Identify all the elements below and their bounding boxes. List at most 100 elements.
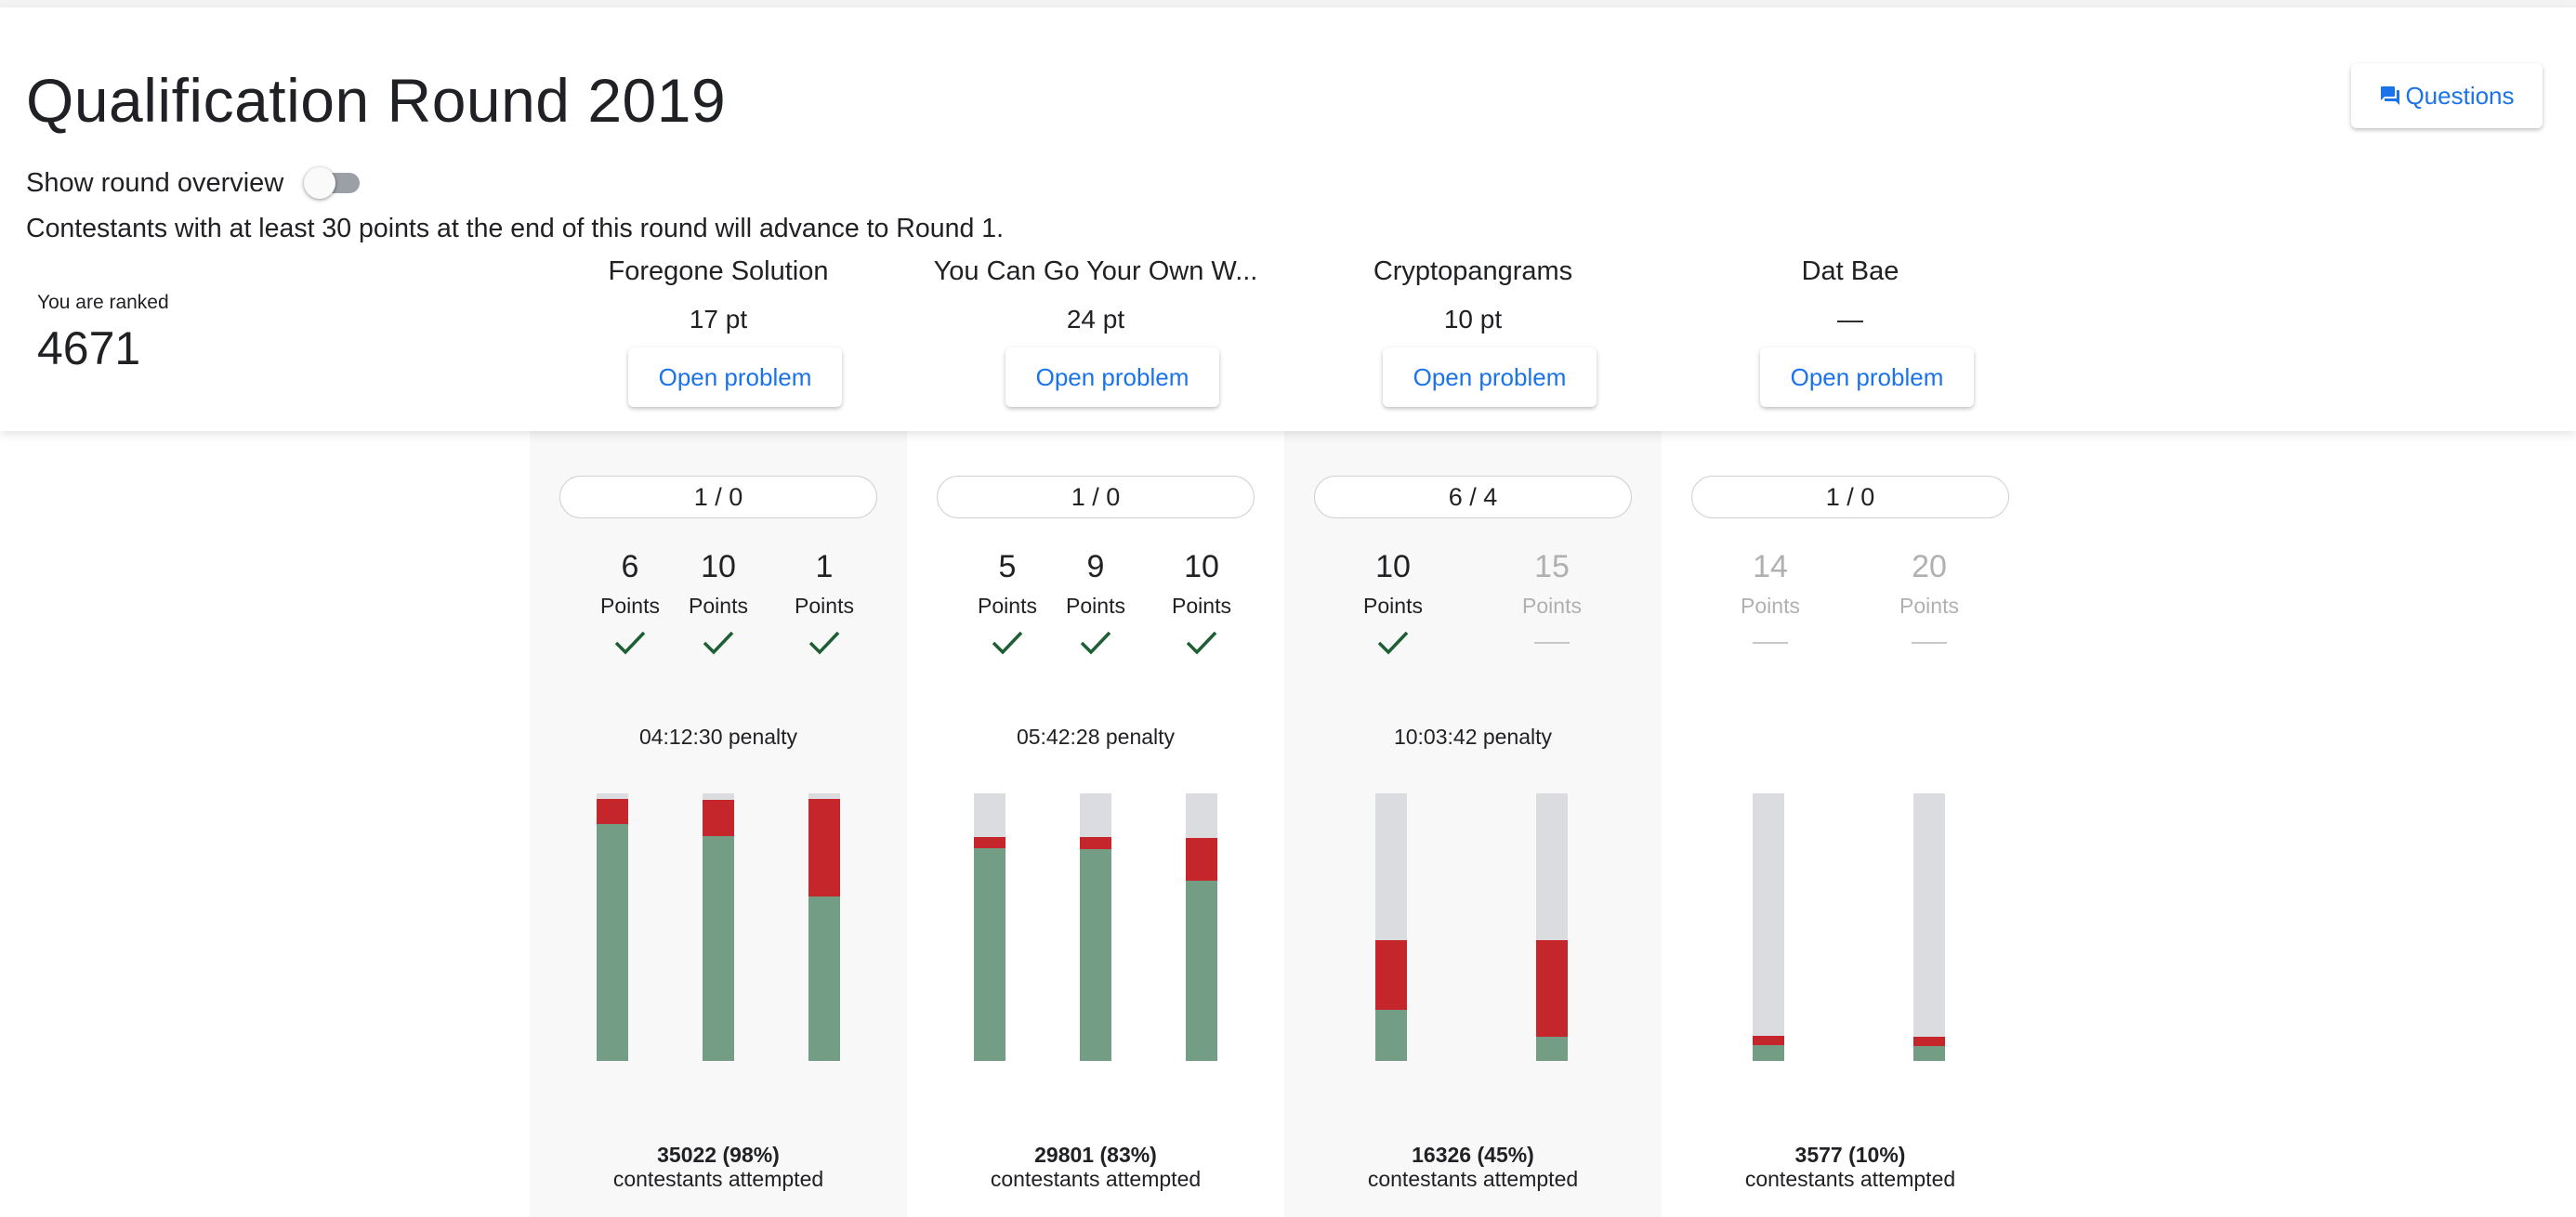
bar-wrong-segment: [597, 799, 628, 824]
attempt-bar: [1753, 793, 1784, 1061]
test-set: 15 Points: [1501, 546, 1603, 661]
test-points-label: Points: [1522, 594, 1582, 618]
attempted-text: contestants attempted: [612, 1167, 824, 1191]
dash-icon: [1753, 642, 1788, 644]
problem-score: 24 pt: [1066, 305, 1125, 334]
top-strip: [0, 0, 2576, 7]
open-problem-button[interactable]: Open problem: [1005, 347, 1219, 407]
problem-name: Cryptopangrams: [1373, 256, 1573, 286]
show-overview-label: Show round overview: [26, 167, 284, 198]
problem-header: Foregone Solution 17 pt Open problem: [546, 256, 890, 414]
test-points: 10: [1184, 549, 1219, 584]
bar-wrong-segment: [808, 799, 840, 896]
test-points: 9: [1086, 549, 1105, 584]
test-points: 5: [998, 549, 1017, 584]
check-icon: [614, 631, 646, 655]
attempted-count: 16326 (45%): [1412, 1143, 1534, 1167]
bar-solved-segment: [1753, 1045, 1784, 1061]
open-problem-button[interactable]: Open problem: [1760, 347, 1974, 407]
test-points-label: Points: [978, 594, 1037, 618]
bar-untried-segment: [1375, 793, 1407, 940]
bar-solved-segment: [597, 824, 628, 1061]
toggle-knob: [304, 167, 336, 199]
attempt-bar: [1080, 793, 1111, 1061]
attempted-text: contestants attempted: [990, 1167, 1202, 1191]
attempt-bar: [597, 793, 628, 1061]
bar-wrong-segment: [1753, 1036, 1784, 1045]
test-status: [773, 624, 875, 661]
page-title: Qualification Round 2019: [26, 66, 727, 135]
test-points: 14: [1753, 549, 1788, 584]
bar-solved-segment: [1913, 1046, 1945, 1061]
dash-icon: [1534, 642, 1570, 644]
attempt-bar: [1536, 793, 1568, 1061]
attempted-text: contestants attempted: [1367, 1167, 1579, 1191]
test-points: 15: [1534, 549, 1570, 584]
attempted-count: 29801 (83%): [1034, 1143, 1157, 1167]
check-icon: [1080, 631, 1111, 655]
bar-wrong-segment: [974, 837, 1005, 848]
bar-untried-segment: [1753, 793, 1784, 1036]
attempts-pill: 1 / 0: [937, 476, 1255, 518]
bar-solved-segment: [703, 836, 734, 1061]
test-points-label: Points: [1741, 594, 1800, 618]
attempted-count: 3577 (10%): [1794, 1143, 1906, 1167]
bar-untried-segment: [808, 793, 840, 799]
overview-row: Show round overview: [26, 167, 363, 199]
test-sets: 5 Points 9 Points 10 Points: [907, 546, 1284, 658]
test-sets: 6 Points 10 Points 1 Points: [530, 546, 907, 658]
test-set: 5 Points: [956, 546, 1058, 661]
test-status: [956, 624, 1058, 661]
bar-solved-segment: [808, 896, 840, 1061]
test-points: 20: [1912, 549, 1947, 584]
bar-untried-segment: [1536, 793, 1568, 940]
test-points-label: Points: [1363, 594, 1423, 618]
problem-score: 10 pt: [1443, 305, 1503, 334]
problem-header: You Can Go Your Own W... 24 pt Open prob…: [924, 256, 1268, 414]
questions-label: Questions: [2405, 81, 2515, 110]
test-set: 6 Points: [579, 546, 681, 661]
test-set: 9 Points: [1045, 546, 1147, 661]
bar-solved-segment: [1536, 1037, 1568, 1061]
bar-solved-segment: [974, 848, 1005, 1061]
penalty-time: 05:42:28 penalty: [1016, 725, 1176, 749]
problem-header: Dat Bae — Open problem: [1678, 256, 2022, 414]
test-points: 6: [621, 549, 639, 584]
bar-wrong-segment: [1913, 1037, 1945, 1046]
test-points-label: Points: [600, 594, 660, 618]
rank-value: 4671: [37, 322, 141, 374]
attempts-pill: 1 / 0: [1691, 476, 2009, 518]
problem-name: You Can Go Your Own W...: [933, 256, 1258, 286]
problem-column: 1 / 0 6 Points 10 Points 1 Points 04:12:…: [530, 431, 907, 1217]
test-points: 1: [815, 549, 834, 584]
questions-button[interactable]: Questions: [2351, 63, 2543, 128]
test-status: [1719, 624, 1821, 661]
problem-header: Cryptopangrams 10 pt Open problem: [1301, 256, 1645, 414]
check-icon: [1186, 631, 1217, 655]
test-points-label: Points: [1172, 594, 1231, 618]
open-problem-button[interactable]: Open problem: [628, 347, 842, 407]
test-status: [1045, 624, 1147, 661]
test-status: [1878, 624, 1980, 661]
round-header: Qualification Round 2019 Questions Show …: [0, 7, 2576, 431]
test-points-label: Points: [689, 594, 748, 618]
open-problem-button[interactable]: Open problem: [1383, 347, 1597, 407]
attempt-bar: [808, 793, 840, 1061]
attempted-text: contestants attempted: [1744, 1167, 1956, 1191]
attempted-stats: 35022 (98%) contestants attempted: [530, 1143, 907, 1191]
attempted-stats: 29801 (83%) contestants attempted: [907, 1143, 1284, 1191]
problem-name: Foregone Solution: [608, 256, 829, 286]
attempt-bar: [1375, 793, 1407, 1061]
bar-wrong-segment: [1080, 837, 1111, 849]
test-points-label: Points: [1066, 594, 1125, 618]
test-set: 10 Points: [1150, 546, 1253, 661]
attempts-pill: 1 / 0: [559, 476, 877, 518]
bar-solved-segment: [1080, 849, 1111, 1061]
test-sets: 14 Points 20 Points: [1662, 546, 2039, 658]
test-set: 10 Points: [1342, 546, 1444, 661]
bar-untried-segment: [1913, 793, 1945, 1037]
bar-untried-segment: [1186, 793, 1217, 838]
bar-untried-segment: [703, 793, 734, 800]
show-overview-toggle[interactable]: [304, 167, 363, 199]
test-status: [1342, 624, 1444, 661]
